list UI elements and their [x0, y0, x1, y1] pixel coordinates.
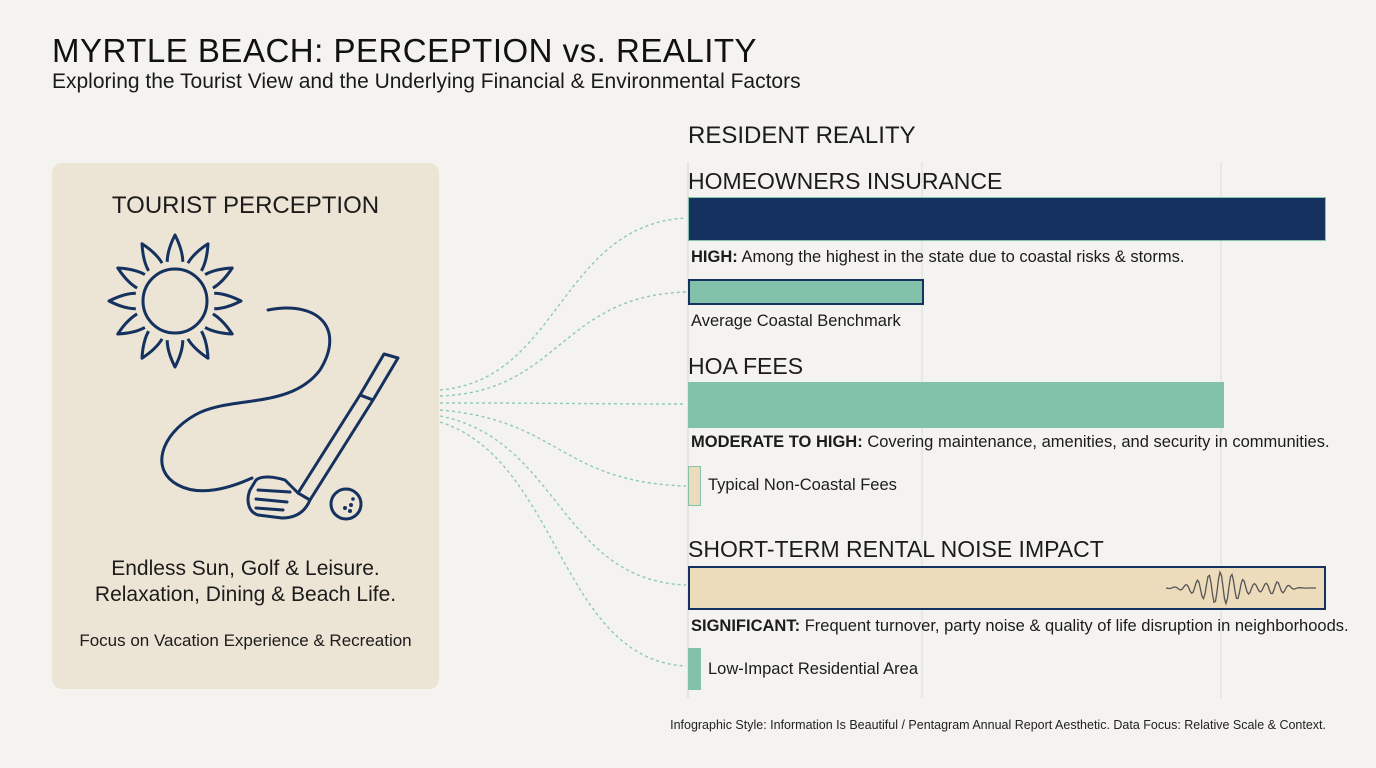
level-hoa: MODERATE TO HIGH:: [691, 433, 863, 451]
tourist-line-1: Endless Sun, Golf & Leisure.: [111, 557, 380, 580]
connector-benchmark-hoa: [439, 409, 687, 487]
benchmark-label-hoa: Typical Non-Coastal Fees: [708, 476, 897, 494]
resident-heading: RESIDENT REALITY: [688, 122, 916, 149]
connector-insurance: [439, 217, 687, 391]
connector-benchmark-noise: [439, 421, 687, 667]
connector-benchmark-insurance: [439, 291, 687, 397]
benchmark-bar-insurance: [688, 279, 924, 305]
tourist-line-2: Relaxation, Dining & Beach Life.: [94, 583, 397, 606]
description-hoa: Covering maintenance, amenities, and sec…: [867, 433, 1330, 451]
level-noise: SIGNIFICANT:: [691, 617, 801, 635]
golf-ball-icon: [329, 487, 363, 521]
note-noise: SIGNIFICANT: Frequent turnover, party no…: [691, 617, 1349, 636]
bar-noise: [688, 566, 1326, 610]
benchmark-bar-noise: [688, 648, 701, 690]
bar-insurance: [688, 197, 1326, 241]
page-title: MYRTLE BEACH: PERCEPTION vs. REALITY: [52, 32, 758, 69]
tourist-heading: TOURIST PERCEPTION: [111, 192, 380, 219]
description-noise: Frequent turnover, party noise & quality…: [804, 617, 1349, 635]
metric-title-insurance: HOMEOWNERS INSURANCE: [688, 168, 1003, 194]
sun-icon: [107, 233, 243, 369]
golf-club-icon: [246, 352, 400, 520]
description-insurance: Among the highest in the state due to co…: [741, 248, 1185, 266]
benchmark-label-noise: Low-Impact Residential Area: [708, 660, 919, 678]
level-insurance: HIGH:: [691, 248, 738, 266]
metric-title-noise: SHORT-TERM RENTAL NOISE IMPACT: [688, 536, 1104, 562]
connector-noise: [439, 415, 687, 586]
tourist-focus: Focus on Vacation Experience & Recreatio…: [79, 631, 412, 650]
footer-note: Infographic Style: Information Is Beauti…: [670, 718, 1326, 732]
bar-hoa: [688, 382, 1224, 428]
page-subtitle: Exploring the Tourist View and the Under…: [52, 70, 801, 93]
note-insurance: HIGH: Among the highest in the state due…: [691, 248, 1184, 267]
tourist-perception-panel: [52, 163, 439, 689]
benchmark-label-insurance: Average Coastal Benchmark: [691, 312, 901, 330]
note-hoa: MODERATE TO HIGH: Covering maintenance, …: [691, 433, 1330, 452]
sound-wave-icon: [1166, 570, 1316, 606]
benchmark-bar-hoa: [688, 466, 701, 506]
metric-title-hoa: HOA FEES: [688, 353, 804, 379]
swirl-path: [160, 306, 332, 493]
